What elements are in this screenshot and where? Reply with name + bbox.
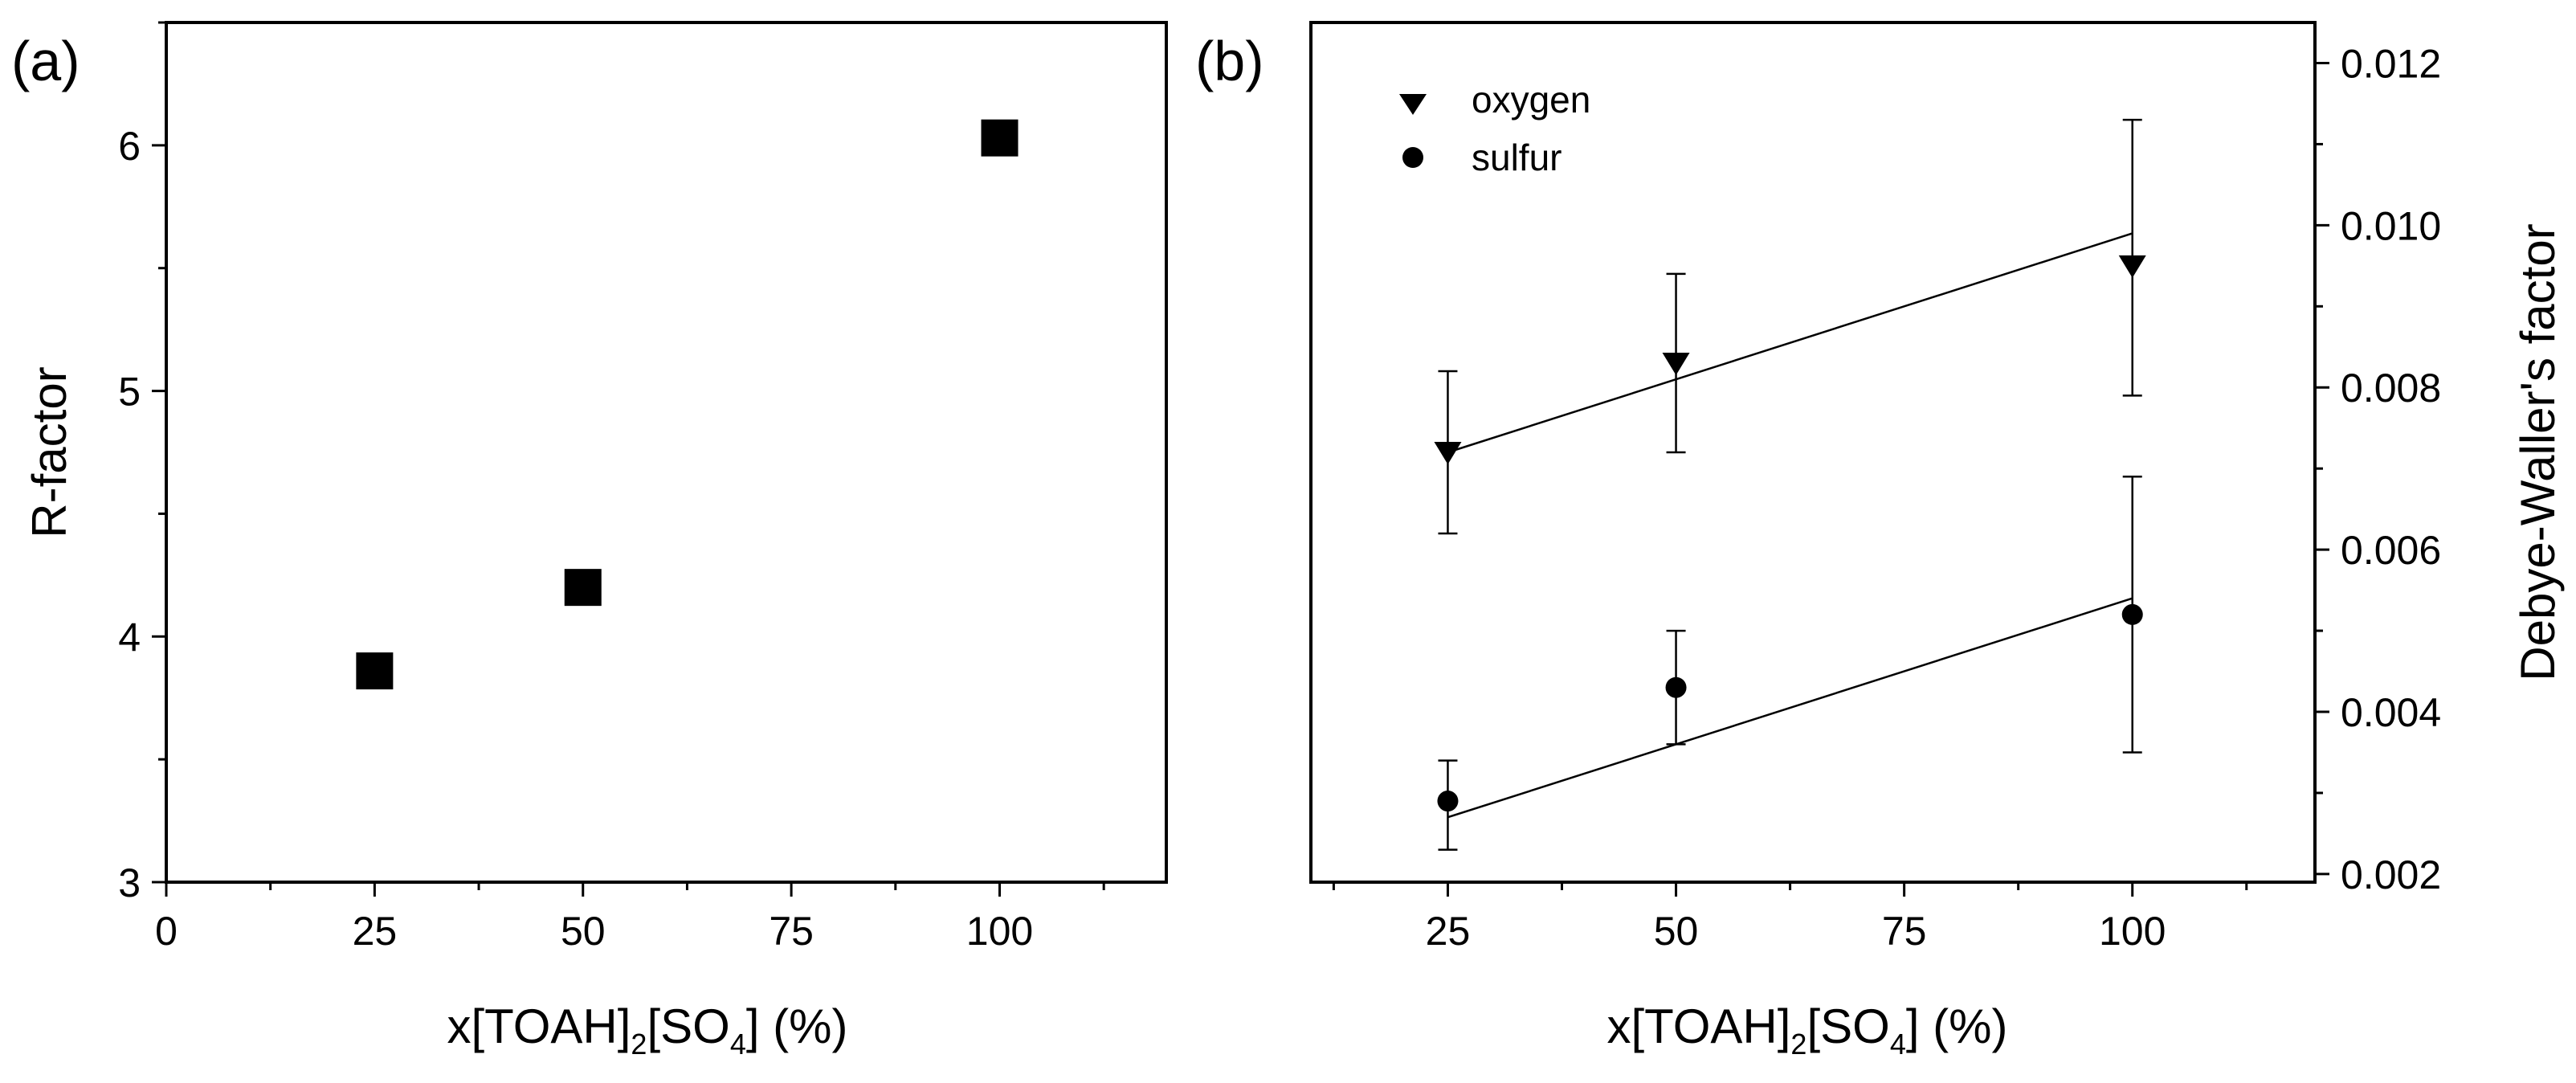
y-tick-label: 0.004 — [2341, 690, 2441, 735]
y-tick-label: 5 — [118, 370, 141, 415]
y-tick-label: 0.006 — [2341, 528, 2441, 573]
oxygen-triangle-marker — [2118, 255, 2146, 278]
y-tick-label: 3 — [118, 860, 141, 905]
x-tick-label: 50 — [561, 909, 606, 954]
r-factor-square-marker — [981, 119, 1019, 157]
panel-b-label: (b) — [1195, 30, 1264, 92]
r-factor-square-marker — [564, 569, 602, 607]
x-tick-label: 50 — [1654, 909, 1699, 954]
x-tick-label: 0 — [155, 909, 178, 954]
sulfur-circle-marker — [1437, 791, 1459, 812]
legend-sulfur-label: sulfur — [1472, 137, 1562, 178]
panel-a-y-axis-title: R-factor — [22, 366, 76, 537]
y-tick-label: 0.010 — [2341, 203, 2441, 248]
y-tick-label: 0.012 — [2341, 41, 2441, 86]
panel-b-x-axis-title: x[TOAH]2[SO4] (%) — [1606, 999, 2007, 1061]
panel-b-y-axis: 0.002 0.004 0.006 0.008 0.010 0.012 — [2315, 41, 2441, 897]
x-tick-label: 25 — [1426, 909, 1471, 954]
panel-b-plot-frame — [1309, 21, 2317, 884]
panel-a-x-axis: 0 25 50 75 100 — [155, 882, 1105, 954]
panel-b-y-axis-title: Debye-Waller's factor — [2511, 223, 2565, 680]
panel-a-y-axis: 3 4 5 6 — [118, 21, 166, 905]
panel-b-data-points — [1434, 255, 2146, 812]
sulfur-circle-marker — [2121, 603, 2143, 625]
panel-a-plot-frame — [165, 21, 1168, 884]
panel-a-label: (a) — [11, 30, 80, 92]
oxygen-triangle-marker — [1662, 352, 1690, 375]
x-tick-label: 75 — [1882, 909, 1927, 954]
panel-a-chart: (a) 0 25 50 75 100 3 4 5 6 x[TOAH]2[SO4] (%) R-… — [11, 21, 1168, 1061]
panel-b-chart: (b) 25 50 75 100 0.0020.0040.0060.0080.0100… — [1195, 21, 2565, 1061]
sulfur-fit-line — [1447, 597, 2133, 819]
sulfur-circle-marker — [1665, 676, 1687, 698]
legend-oxygen-label: oxygen — [1472, 79, 1590, 121]
x-tick-label: 100 — [966, 909, 1033, 954]
oxygen-triangle-marker — [1434, 442, 1462, 464]
x-tick-label: 100 — [2099, 909, 2166, 954]
panel-b-x-axis: 25 50 75 100 — [1332, 882, 2248, 954]
panel-b-legend: oxygen sulfur — [1399, 79, 1590, 178]
oxygen-fit-line — [1447, 232, 2133, 454]
x-tick-label: 25 — [353, 909, 398, 954]
y-tick-label: 0.002 — [2341, 852, 2441, 897]
y-tick-label: 0.008 — [2341, 366, 2441, 411]
panel-b-error-bars — [1438, 118, 2142, 851]
panel-a-data-points — [356, 119, 1019, 690]
y-tick-label: 4 — [118, 615, 141, 660]
panel-b-fit-lines — [1447, 232, 2133, 819]
x-tick-label: 75 — [769, 909, 814, 954]
legend-oxygen-marker — [1399, 94, 1427, 115]
legend-sulfur-marker — [1402, 147, 1423, 168]
panel-a-x-axis-title: x[TOAH]2[SO4] (%) — [447, 999, 847, 1061]
y-tick-label: 6 — [118, 124, 141, 169]
r-factor-square-marker — [356, 652, 394, 690]
